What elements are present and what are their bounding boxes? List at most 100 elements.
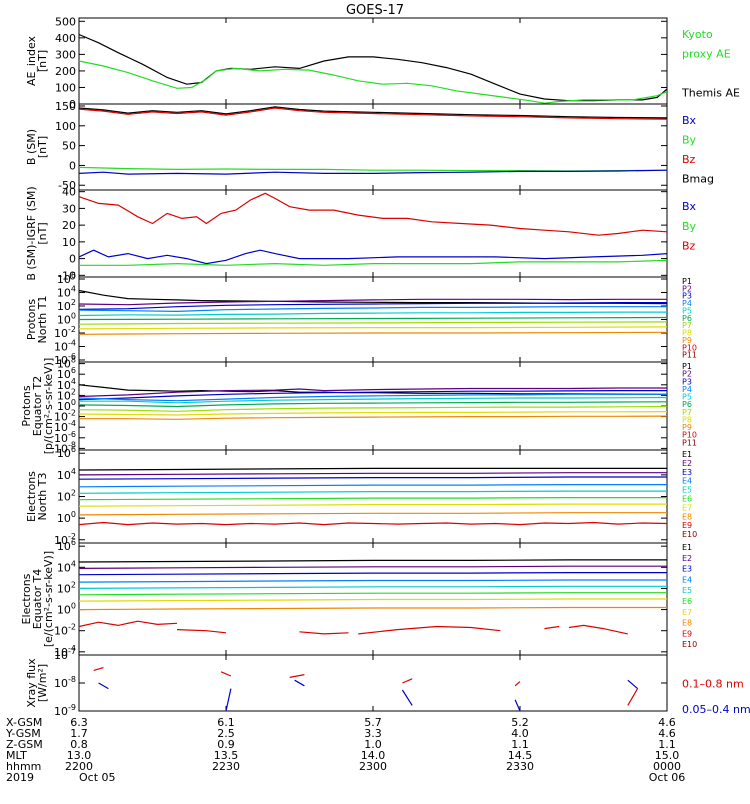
- series-line: [78, 390, 667, 401]
- legend-label: proxy AE: [682, 48, 731, 61]
- y-tick-label: 100: [55, 81, 76, 94]
- legend-label: P7: [682, 321, 692, 330]
- y-axis-label: Xray flux: [25, 658, 38, 708]
- series-line: [78, 326, 668, 330]
- y-axis-label: North T3: [36, 473, 49, 521]
- y-axis-label: Equator T4: [31, 569, 44, 629]
- y-axis-label: [nT]: [36, 222, 49, 244]
- series-line: [78, 321, 668, 325]
- series-line: [78, 289, 668, 305]
- y-tick-label: 100: [55, 120, 76, 133]
- legend-label: By: [682, 220, 697, 233]
- series-line: [78, 107, 668, 120]
- y-axis-label: [nT]: [36, 50, 49, 72]
- ephemeris-value: 2.5: [217, 727, 235, 740]
- series-line: [78, 559, 667, 563]
- y-tick-label: 200: [55, 65, 76, 78]
- series-line: [78, 331, 668, 335]
- legend-label: Kyoto: [682, 28, 713, 41]
- y-tick-label: 10-9: [54, 703, 76, 718]
- legend-label: E2: [682, 459, 692, 468]
- y-tick-label: 100: [57, 312, 76, 327]
- y-tick-label: 10-4: [54, 338, 76, 353]
- chart-title: GOES-17: [346, 3, 404, 18]
- ephemeris-value: 14.5: [508, 749, 533, 762]
- legend-label: E9: [682, 521, 692, 530]
- legend-label: P11: [682, 351, 697, 360]
- series-line: [78, 497, 667, 501]
- y-tick-label: 0: [69, 98, 76, 111]
- ephemeris-row-label: hhmm: [6, 760, 41, 773]
- series-line: [78, 411, 668, 416]
- series-line: [514, 681, 521, 687]
- y-tick-label: 10: [62, 236, 76, 249]
- legend-label: P1: [682, 362, 692, 371]
- series-line: [627, 688, 639, 706]
- series-line: [78, 620, 178, 628]
- series-line: [78, 585, 667, 590]
- ephemeris-row-label: Y-GSM: [5, 727, 41, 740]
- series-line: [78, 393, 667, 402]
- ephemeris-row-label: Z-GSM: [6, 738, 43, 751]
- y-tick-label: 102: [57, 489, 76, 504]
- legend-label: 0.1–0.8 nm: [682, 678, 744, 691]
- series-line: [78, 302, 667, 310]
- legend-label: 0.05–0.4 nm: [682, 703, 750, 716]
- series-line: [78, 401, 668, 408]
- legend-label: Bx: [682, 114, 697, 127]
- legend-label: P11: [682, 438, 697, 447]
- y-tick-label: 30: [62, 202, 76, 215]
- y-tick-label: 10-8: [54, 675, 76, 690]
- series-line: [544, 625, 560, 630]
- legend-label: P5: [682, 306, 692, 315]
- series-line: [78, 33, 668, 102]
- series-line: [78, 503, 667, 507]
- y-tick-label: 10-4: [54, 644, 76, 659]
- y-tick-label: 10-2: [54, 532, 76, 547]
- y-tick-label: 108: [57, 356, 76, 371]
- legend-label: P8: [682, 415, 692, 424]
- legend-label: P6: [682, 314, 692, 323]
- legend-label: P7: [682, 408, 692, 417]
- y-tick-label: 10-2: [54, 623, 76, 638]
- legend-label: P3: [682, 292, 692, 301]
- ephemeris-value: 5.7: [364, 716, 382, 729]
- legend-label: P5: [682, 393, 692, 402]
- y-tick-label: 102: [57, 580, 76, 595]
- y-axis-label: North T1: [36, 296, 49, 344]
- ephemeris-value: 2230: [212, 760, 240, 773]
- ephemeris-value: 13.5: [214, 749, 239, 762]
- ephemeris-row-label: X-GSM: [6, 716, 42, 729]
- series-line: [78, 484, 667, 488]
- y-axis-label: Protons: [25, 299, 38, 340]
- y-tick-label: 104: [57, 559, 76, 574]
- ephemeris-value: 14.0: [361, 749, 386, 762]
- series-line: [78, 249, 668, 265]
- legend-label: E4: [682, 575, 692, 584]
- panel-bsmigrf: -10 0 10 20 30 40 B (SM)-IGRF (SM)[nT] Bx By Bz: [25, 186, 697, 283]
- ephemeris-value: 4.6: [658, 727, 676, 740]
- series-line: [220, 671, 232, 677]
- y-tick-label: -50: [58, 179, 76, 192]
- ephemeris-value: 0.8: [70, 738, 88, 751]
- legend-label: E5: [682, 586, 692, 595]
- legend-label: E7: [682, 503, 692, 512]
- ephemeris-value: 0000: [653, 760, 681, 773]
- y-tick-label: 300: [55, 48, 76, 61]
- legend-label: E10: [682, 640, 697, 649]
- panel-frame: [78, 449, 668, 544]
- series-line: [79, 415, 668, 420]
- ephemeris-value: 1.1: [658, 738, 676, 751]
- series-line: [402, 678, 413, 684]
- series-line: [93, 667, 104, 671]
- y-axis-label: [p/(cm²-s-sr-keV)]: [42, 358, 55, 455]
- series-line: [78, 298, 667, 306]
- y-tick-label: 10-7: [54, 647, 76, 662]
- legend-label: E10: [682, 530, 697, 539]
- series-line: [627, 679, 638, 690]
- legend-label: E5: [682, 486, 692, 495]
